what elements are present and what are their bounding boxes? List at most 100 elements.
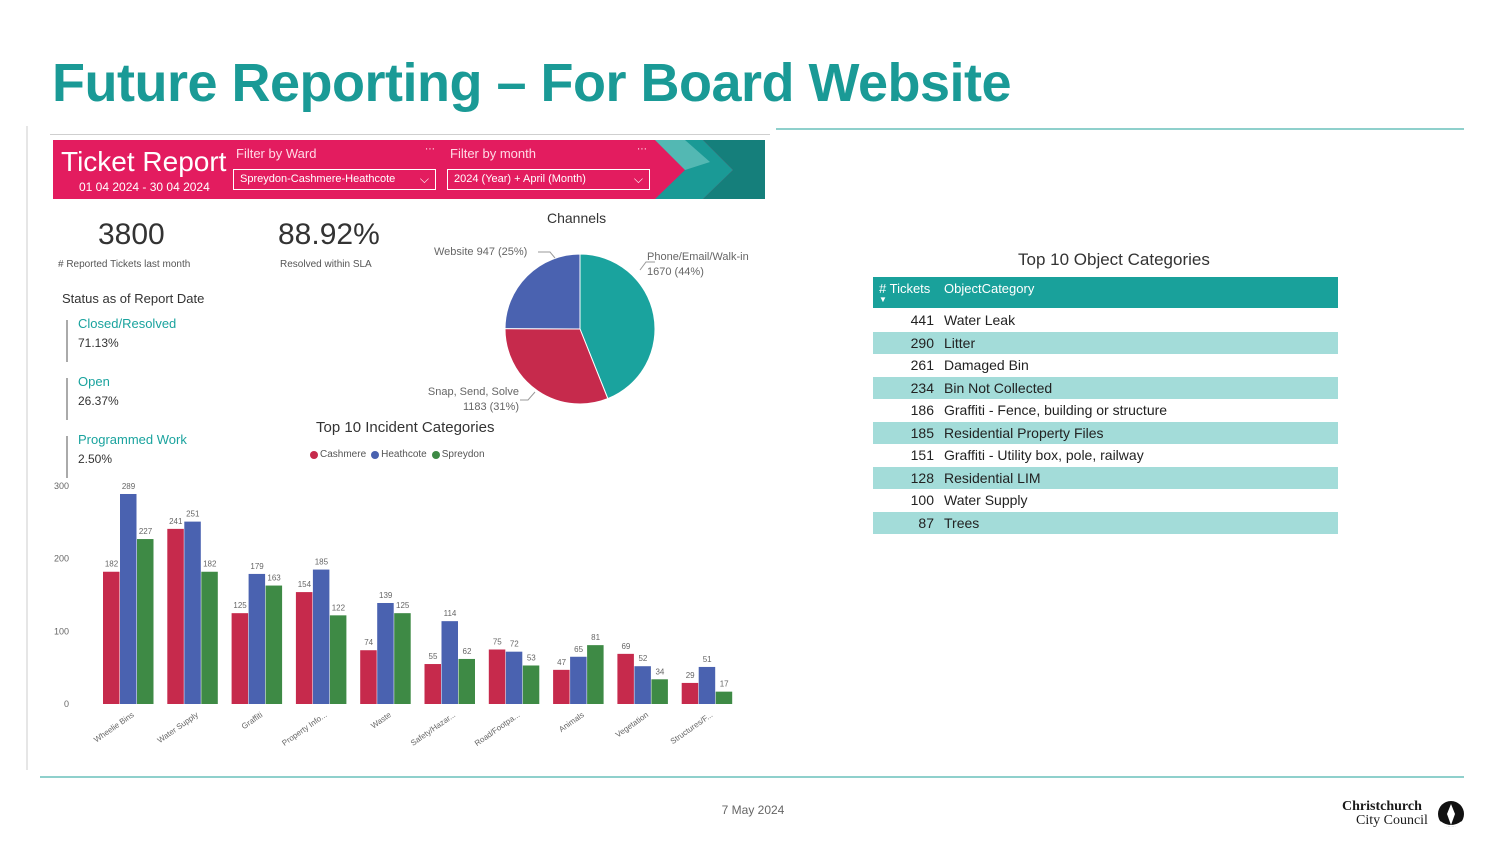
legend-dot	[310, 450, 318, 459]
bar-cashmere[interactable]	[295, 592, 313, 704]
bar-value-label: 125	[396, 601, 410, 610]
bar-spreydon[interactable]	[265, 585, 283, 704]
filter-ward-dropdown[interactable]: Spreydon-Cashmere-Heathcote ⌵	[233, 169, 436, 190]
x-tick-label: Road/Footpa...	[473, 710, 522, 748]
filter-month-dropdown[interactable]: 2024 (Year) + April (Month) ⌵	[447, 169, 650, 190]
bar-value-label: 65	[574, 645, 583, 654]
bar-heathcote[interactable]	[634, 666, 651, 704]
leader-line	[520, 391, 536, 401]
table-header: # Tickets ▼ ObjectCategory	[873, 277, 1338, 308]
bar-value-label: 179	[250, 562, 264, 571]
table-row[interactable]: 151 Graffiti - Utility box, pole, railway	[873, 444, 1338, 467]
status-open: Open 26.37%	[66, 374, 119, 420]
bar-cashmere[interactable]	[553, 669, 570, 704]
bar-spreydon[interactable]	[329, 615, 347, 704]
status-value: 71.13%	[78, 336, 119, 350]
channels-pie-chart	[504, 251, 656, 405]
bar-cashmere[interactable]	[681, 682, 699, 704]
bar-heathcote[interactable]	[377, 602, 394, 704]
status-value: 26.37%	[78, 394, 119, 408]
bar-value-label: 182	[105, 560, 119, 569]
bar-heathcote[interactable]	[184, 521, 201, 704]
footer-date: 7 May 2024	[721, 803, 785, 817]
bar-spreydon[interactable]	[394, 613, 411, 704]
pie-slice-snap-send-solve[interactable]	[504, 328, 609, 405]
ticket-count: 290	[910, 334, 934, 351]
legend-item: Heathcote	[371, 449, 427, 460]
filter-month-more-icon[interactable]: ⋯	[637, 144, 647, 155]
bar-heathcote[interactable]	[120, 493, 137, 704]
table-body: 441 Water Leak 290 Litter 261 Damaged Bin 234 B…	[873, 309, 1338, 534]
y-tick-label: 300	[54, 481, 69, 491]
bar-heathcote[interactable]	[570, 656, 587, 704]
bar-cashmere[interactable]	[424, 664, 442, 704]
filter-ward-more-icon[interactable]: ⋯	[425, 144, 435, 155]
pie-label-website: Website 947 (25%)	[434, 246, 528, 258]
cathedral-logo-icon	[1438, 801, 1464, 827]
legend-dot	[431, 450, 440, 459]
bar-value-label: 139	[379, 591, 393, 600]
status-label: Closed/Resolved	[78, 316, 177, 331]
sort-desc-icon[interactable]: ▼	[879, 295, 887, 304]
column-header-category[interactable]: ObjectCategory	[944, 281, 1035, 296]
table-row[interactable]: 186 Graffiti - Fence, building or structu…	[873, 399, 1338, 422]
legend-label: Spreydon	[441, 449, 485, 460]
pie-label-snap: Snap, Send, Solve 1183 (31%)	[421, 385, 519, 415]
table-row[interactable]: 290 Litter	[873, 331, 1338, 354]
bar-heathcote[interactable]	[441, 621, 459, 704]
bar-cashmere[interactable]	[488, 649, 506, 705]
report-date-range: 01 04 2024 - 30 04 2024	[79, 180, 210, 194]
bar-heathcote[interactable]	[248, 573, 266, 704]
pie-slice-phone-email-walk-in[interactable]	[579, 253, 656, 400]
bar-heathcote[interactable]	[505, 651, 523, 704]
bar-value-label: 17	[720, 680, 729, 689]
pie-label-phone: Phone/Email/Walk-in 1670 (44%)	[647, 250, 749, 280]
bar-value-label: 289	[122, 482, 136, 491]
chevron-down-icon: ⌵	[419, 172, 429, 186]
bar-heathcote[interactable]	[312, 569, 330, 704]
table-row[interactable]: 87 Trees	[873, 511, 1338, 534]
bar-spreydon[interactable]	[137, 539, 154, 704]
bar-spreydon[interactable]	[715, 691, 733, 704]
table-row[interactable]: 185 Residential Property Files	[873, 421, 1338, 444]
ticket-count: 234	[910, 379, 934, 396]
bar-value-label: 52	[638, 654, 647, 663]
bar-value-label: 55	[429, 652, 438, 661]
x-tick-label: Structures/F...	[669, 710, 715, 746]
kpi-reported-tickets-value: 3800	[98, 218, 165, 251]
column-header-tickets[interactable]: # Tickets	[879, 281, 931, 296]
bar-spreydon[interactable]	[651, 679, 668, 704]
bar-cashmere[interactable]	[360, 650, 377, 704]
table-row[interactable]: 234 Bin Not Collected	[873, 376, 1338, 399]
x-tick-label: Wheelie Bins	[92, 710, 135, 744]
table-row[interactable]: 441 Water Leak	[873, 309, 1338, 332]
legend-label: Cashmere	[320, 449, 367, 460]
bar-cashmere[interactable]	[167, 528, 184, 704]
bar-value-label: 62	[463, 647, 472, 656]
bar-value-label: 182	[203, 560, 217, 569]
bar-cashmere[interactable]	[231, 613, 249, 704]
pie-slice-website[interactable]	[504, 253, 581, 330]
bar-heathcote[interactable]	[698, 666, 716, 704]
bar-value-label: 154	[298, 580, 312, 589]
bar-value-label: 69	[621, 642, 630, 651]
bar-spreydon[interactable]	[458, 658, 476, 704]
table-row[interactable]: 261 Damaged Bin	[873, 354, 1338, 377]
table-row[interactable]: 128 Residential LIM	[873, 466, 1338, 489]
report-title: Ticket Report	[61, 146, 227, 177]
bar-cashmere[interactable]	[103, 571, 120, 704]
x-tick-label: Animals	[557, 710, 585, 734]
bar-spreydon[interactable]	[587, 645, 604, 704]
banner-decoration	[655, 140, 765, 199]
bar-spreydon[interactable]	[201, 571, 218, 704]
leader-line	[639, 261, 655, 271]
bar-spreydon[interactable]	[522, 665, 540, 704]
y-tick-label: 0	[64, 699, 69, 709]
ticket-count: 151	[910, 447, 934, 463]
bar-value-label: 47	[557, 658, 566, 667]
table-row[interactable]: 100 Water Supply	[873, 489, 1338, 512]
bar-value-label: 81	[591, 633, 600, 642]
status-value: 2.50%	[78, 452, 113, 466]
filter-month-value: 2024 (Year) + April (Month)	[454, 173, 586, 185]
bar-cashmere[interactable]	[617, 653, 634, 704]
